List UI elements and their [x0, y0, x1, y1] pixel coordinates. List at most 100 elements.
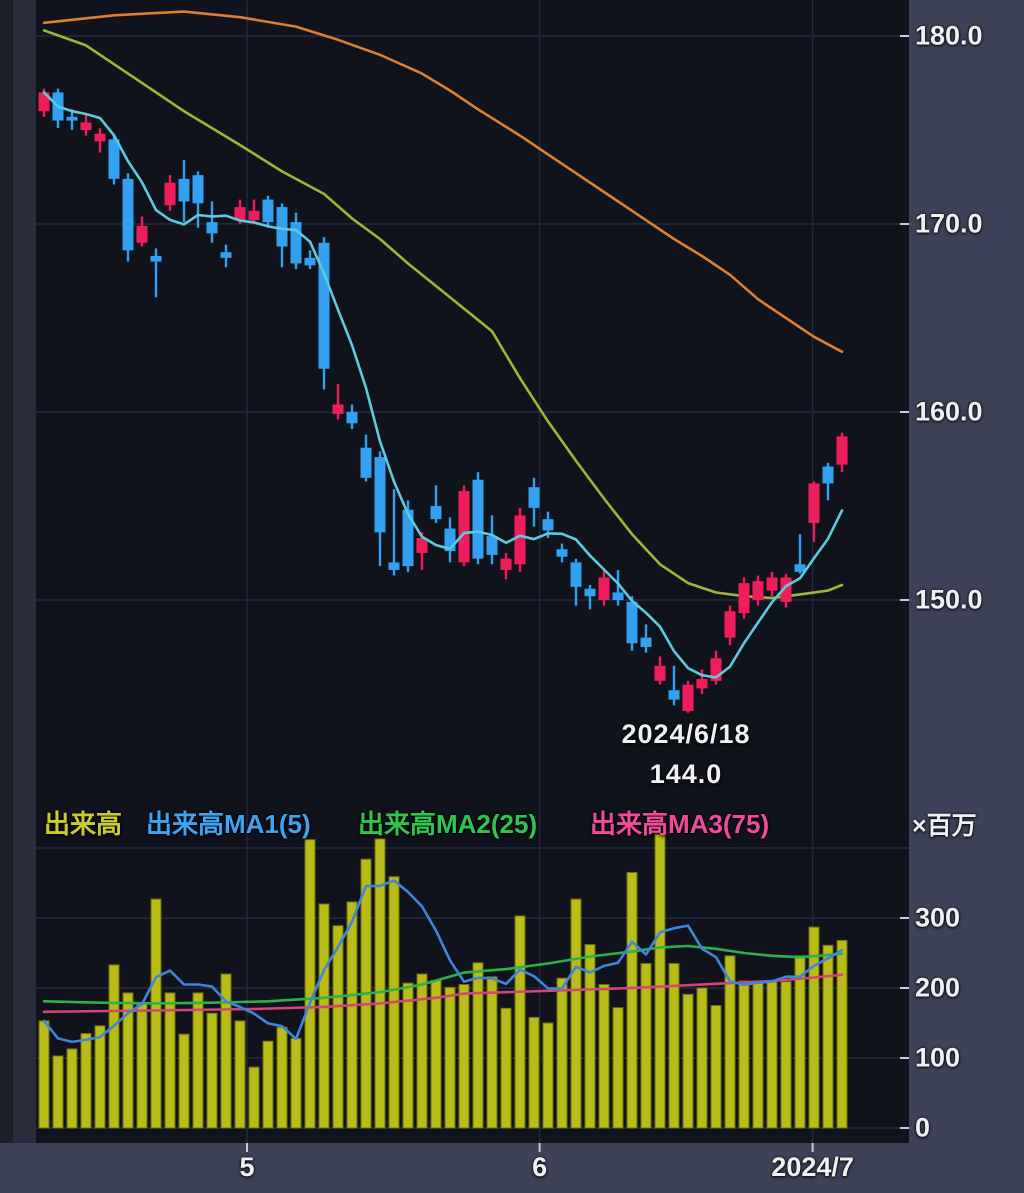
volume-bar: [486, 976, 498, 1129]
candle-down: [374, 457, 386, 533]
volume-bar: [416, 973, 428, 1129]
candle-up: [598, 577, 610, 600]
volume-bar: [150, 898, 162, 1129]
price-axis-label: 170.0: [915, 208, 983, 239]
legend-item-volume-ma3[interactable]: 出来高MA3(75): [590, 809, 770, 839]
candle-down: [570, 562, 582, 587]
volume-axis-label: 0: [915, 1112, 931, 1143]
candle-down: [178, 178, 190, 202]
volume-bar: [220, 973, 232, 1129]
volume-bar: [276, 1026, 288, 1129]
annotation-value: 144.0: [649, 759, 723, 789]
candle-down: [276, 207, 288, 247]
volume-bar: [710, 1005, 722, 1129]
volume-bar: [234, 1020, 246, 1129]
candle-up: [234, 207, 246, 221]
candle-up: [836, 436, 848, 465]
volume-bar: [570, 898, 582, 1129]
candle-down: [472, 479, 484, 559]
candle-down: [402, 509, 414, 567]
volume-bar: [668, 963, 680, 1129]
volume-bar: [94, 1025, 106, 1129]
volume-bar: [766, 981, 778, 1129]
candle-up: [696, 678, 708, 689]
candle-up: [724, 611, 736, 638]
volume-axis-label: 100: [915, 1042, 961, 1073]
candle-up: [682, 684, 694, 711]
candle-up: [808, 483, 820, 523]
candle-down: [290, 222, 302, 264]
volume-bar: [248, 1066, 260, 1129]
x-axis-label: 2024/7: [771, 1152, 854, 1182]
candle-down: [192, 175, 204, 204]
volume-bar: [178, 1033, 190, 1129]
left-margin-strip: [0, 0, 13, 1143]
candle-down: [108, 139, 120, 179]
x-axis-label: 6: [532, 1152, 548, 1182]
candle-down: [584, 588, 596, 597]
volume-bar: [780, 981, 792, 1129]
volume-axis-label: 200: [915, 972, 961, 1003]
volume-axis-label: 300: [915, 902, 961, 933]
candle-down: [262, 199, 274, 223]
volume-bar: [598, 984, 610, 1129]
candle-up: [780, 577, 792, 602]
candle-down: [528, 487, 540, 508]
volume-bar: [696, 987, 708, 1129]
volume-bar: [724, 955, 736, 1129]
volume-bar: [640, 963, 652, 1129]
volume-bar: [500, 1007, 512, 1129]
volume-bar: [458, 984, 470, 1129]
candle-up: [248, 210, 260, 221]
x-axis-label: 5: [239, 1152, 255, 1182]
candle-up: [766, 577, 778, 591]
right-axis-band: [909, 0, 1024, 1193]
candle-up: [500, 558, 512, 570]
legend-item-volume-ma1[interactable]: 出来高MA1(5): [146, 809, 311, 839]
candle-down: [794, 564, 806, 572]
volume-bar: [738, 980, 750, 1129]
volume-bar: [612, 1007, 624, 1129]
candle-down: [542, 519, 554, 531]
candle-up: [738, 583, 750, 614]
volume-bar: [262, 1040, 274, 1129]
candle-up: [654, 665, 666, 681]
volume-bar: [472, 962, 484, 1129]
candle-down: [444, 528, 456, 552]
candle-down: [150, 255, 162, 262]
candle-up: [80, 122, 92, 130]
volume-bar: [346, 901, 358, 1129]
candle-down: [388, 562, 400, 570]
volume-bar: [430, 979, 442, 1129]
volume-bar: [402, 982, 414, 1129]
volume-bar: [822, 944, 834, 1129]
price-axis-label: 180.0: [915, 20, 983, 51]
candle-down: [430, 506, 442, 520]
price-axis-label: 150.0: [915, 584, 983, 615]
candle-up: [710, 658, 722, 681]
volume-ma5-line: [42, 879, 844, 1044]
legend-item-volume-ma2[interactable]: 出来高MA2(25): [358, 809, 538, 839]
volume-bar: [584, 944, 596, 1129]
volume-bar: [122, 992, 134, 1129]
volume-bar: [108, 964, 120, 1129]
volume-bar: [836, 939, 848, 1129]
candle-down: [486, 536, 498, 555]
candle-up: [38, 92, 50, 112]
candle-down: [822, 466, 834, 484]
volume-bar: [752, 982, 764, 1129]
annotation-date: 2024/6/18: [621, 719, 751, 749]
volume-bar: [304, 839, 316, 1129]
candle-down: [206, 222, 218, 234]
volume-bar: [136, 1002, 148, 1129]
volume-bar: [654, 833, 666, 1129]
volume-bar: [542, 1022, 554, 1129]
candle-up: [136, 225, 148, 243]
candle-down: [318, 242, 330, 369]
candle-down: [304, 257, 316, 266]
volume-bar: [290, 1037, 302, 1129]
volume-bar: [38, 1020, 50, 1129]
legend-item-volume[interactable]: 出来高: [44, 809, 123, 839]
